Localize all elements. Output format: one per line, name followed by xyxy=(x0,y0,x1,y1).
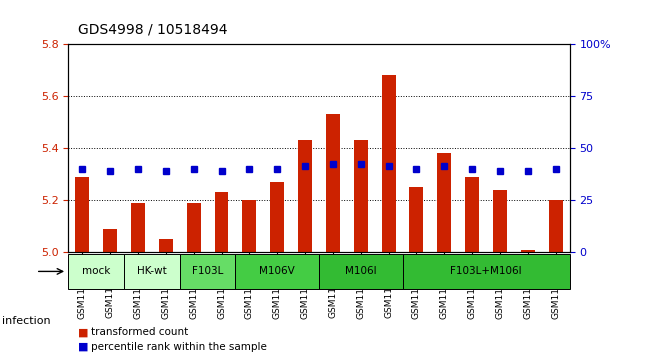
Bar xyxy=(187,203,201,252)
FancyBboxPatch shape xyxy=(180,254,236,289)
Bar xyxy=(381,75,396,252)
Text: infection: infection xyxy=(2,316,51,326)
Text: M106I: M106I xyxy=(345,266,376,276)
Bar xyxy=(353,140,368,252)
Bar xyxy=(242,200,256,252)
Text: mock: mock xyxy=(82,266,111,276)
Bar xyxy=(103,229,117,252)
Bar xyxy=(465,177,479,252)
Bar xyxy=(437,153,451,252)
Text: HK-wt: HK-wt xyxy=(137,266,167,276)
Bar xyxy=(131,203,145,252)
Text: M106V: M106V xyxy=(259,266,295,276)
FancyBboxPatch shape xyxy=(319,254,402,289)
Text: percentile rank within the sample: percentile rank within the sample xyxy=(91,342,267,352)
Bar xyxy=(326,114,340,252)
FancyBboxPatch shape xyxy=(402,254,570,289)
Text: transformed count: transformed count xyxy=(91,327,188,337)
Text: ■: ■ xyxy=(78,327,89,337)
Text: GDS4998 / 10518494: GDS4998 / 10518494 xyxy=(78,22,228,36)
Bar xyxy=(521,250,535,252)
Bar xyxy=(270,182,284,252)
Text: ■: ■ xyxy=(78,342,89,352)
Bar xyxy=(159,239,173,252)
Text: F103L: F103L xyxy=(192,266,223,276)
FancyBboxPatch shape xyxy=(68,254,124,289)
Bar xyxy=(298,140,312,252)
Bar xyxy=(409,187,423,252)
Bar xyxy=(76,177,89,252)
Bar xyxy=(493,190,507,252)
Bar xyxy=(549,200,562,252)
FancyBboxPatch shape xyxy=(124,254,180,289)
FancyBboxPatch shape xyxy=(236,254,319,289)
Bar xyxy=(215,192,229,252)
Text: F103L+M106I: F103L+M106I xyxy=(450,266,522,276)
